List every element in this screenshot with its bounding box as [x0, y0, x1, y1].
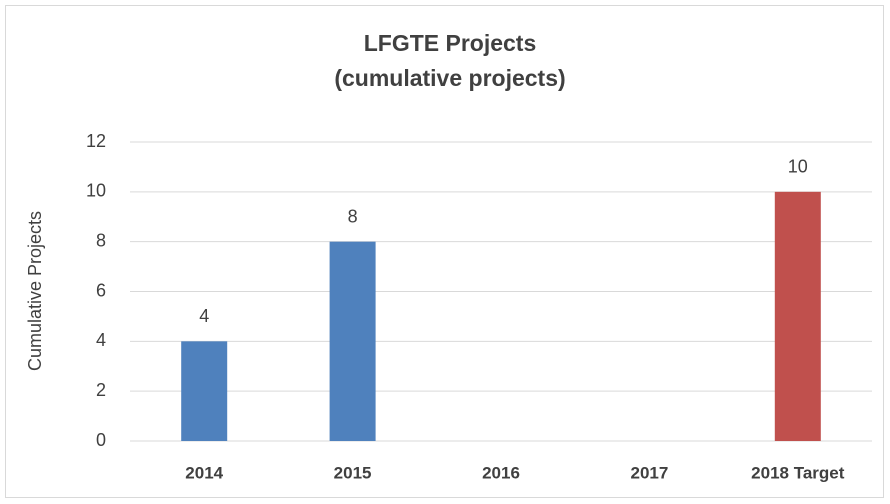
y-tick-label: 8 — [96, 230, 106, 250]
x-tick-label: 2018 Target — [751, 463, 845, 482]
chart-title: LFGTE Projects — [364, 30, 537, 56]
y-axis-label: Cumulative Projects — [25, 211, 45, 371]
data-label: 8 — [348, 206, 358, 226]
x-tick-label: 2014 — [185, 463, 223, 482]
y-tick-label: 10 — [86, 181, 106, 201]
x-tick-label: 2016 — [482, 463, 520, 482]
x-tick-label: 2015 — [334, 463, 372, 482]
y-tick-label: 4 — [96, 330, 106, 350]
data-label: 10 — [788, 157, 808, 177]
bar — [329, 241, 376, 441]
y-tick-label: 0 — [96, 430, 106, 450]
chart-border — [5, 5, 884, 498]
data-label: 4 — [199, 306, 209, 326]
x-tick-label: 2017 — [630, 463, 668, 482]
y-tick-label: 2 — [96, 380, 106, 400]
bar — [181, 341, 228, 441]
y-tick-label: 6 — [96, 280, 106, 300]
chart-subtitle: (cumulative projects) — [334, 65, 565, 91]
bar — [774, 191, 821, 441]
y-tick-label: 12 — [86, 131, 106, 151]
